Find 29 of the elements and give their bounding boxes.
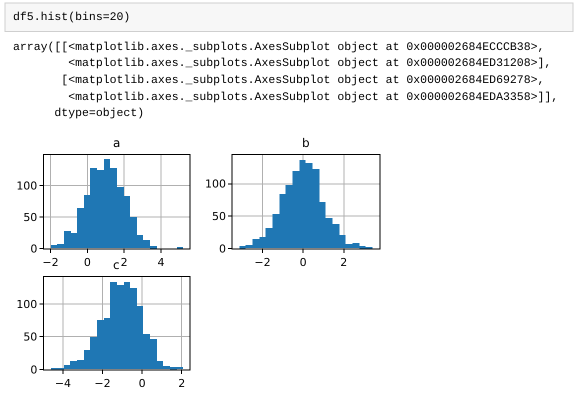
text: <matplotlib.axes._subplots.AxesSubplot object at 0x000002684ED31208>], xyxy=(13,57,552,70)
x-tick-label: 2 xyxy=(340,256,348,270)
chart-title: c xyxy=(113,258,120,272)
x-tick-label: −2 xyxy=(254,256,271,270)
text: [<matplotlib.axes._subplots.AxesSubplot object at 0x000002684ED69278>, xyxy=(13,74,544,87)
y-tick-label: 0 xyxy=(30,363,38,376)
y-tick-label: 100 xyxy=(204,178,226,191)
text: <matplotlib.axes._subplots.AxesSubplot object at 0x000002684EDA3358>]], xyxy=(13,91,558,104)
text: dtype=object) xyxy=(13,107,144,120)
x-tick-label: −2 xyxy=(42,256,59,270)
x-tick-label: 2 xyxy=(120,256,128,270)
y-tick-label: 100 xyxy=(16,298,38,311)
chart-title: a xyxy=(113,136,120,150)
x-tick-label: 0 xyxy=(138,377,146,390)
y-tick-label: 50 xyxy=(212,210,226,224)
x-tick-label: −4 xyxy=(54,377,72,390)
y-tick-label: 0 xyxy=(30,242,38,256)
x-tick-label: 4 xyxy=(157,256,164,270)
y-tick-label: 50 xyxy=(23,330,38,344)
x-tick-label: −2 xyxy=(94,377,111,390)
y-tick-label: 100 xyxy=(16,179,38,192)
text: df5.hist(bins=20) xyxy=(13,11,130,24)
x-tick-label: 0 xyxy=(300,256,307,270)
y-tick-label: 50 xyxy=(23,210,38,224)
y-tick-label: 0 xyxy=(218,242,226,256)
x-tick-label: 2 xyxy=(178,377,186,390)
text: array([[<matplotlib.axes._subplots.AxesSubplot object at 0x000002684ECCCB38>, xyxy=(13,41,544,54)
x-tick-label: 0 xyxy=(84,256,91,270)
chart-title: b xyxy=(302,136,310,150)
